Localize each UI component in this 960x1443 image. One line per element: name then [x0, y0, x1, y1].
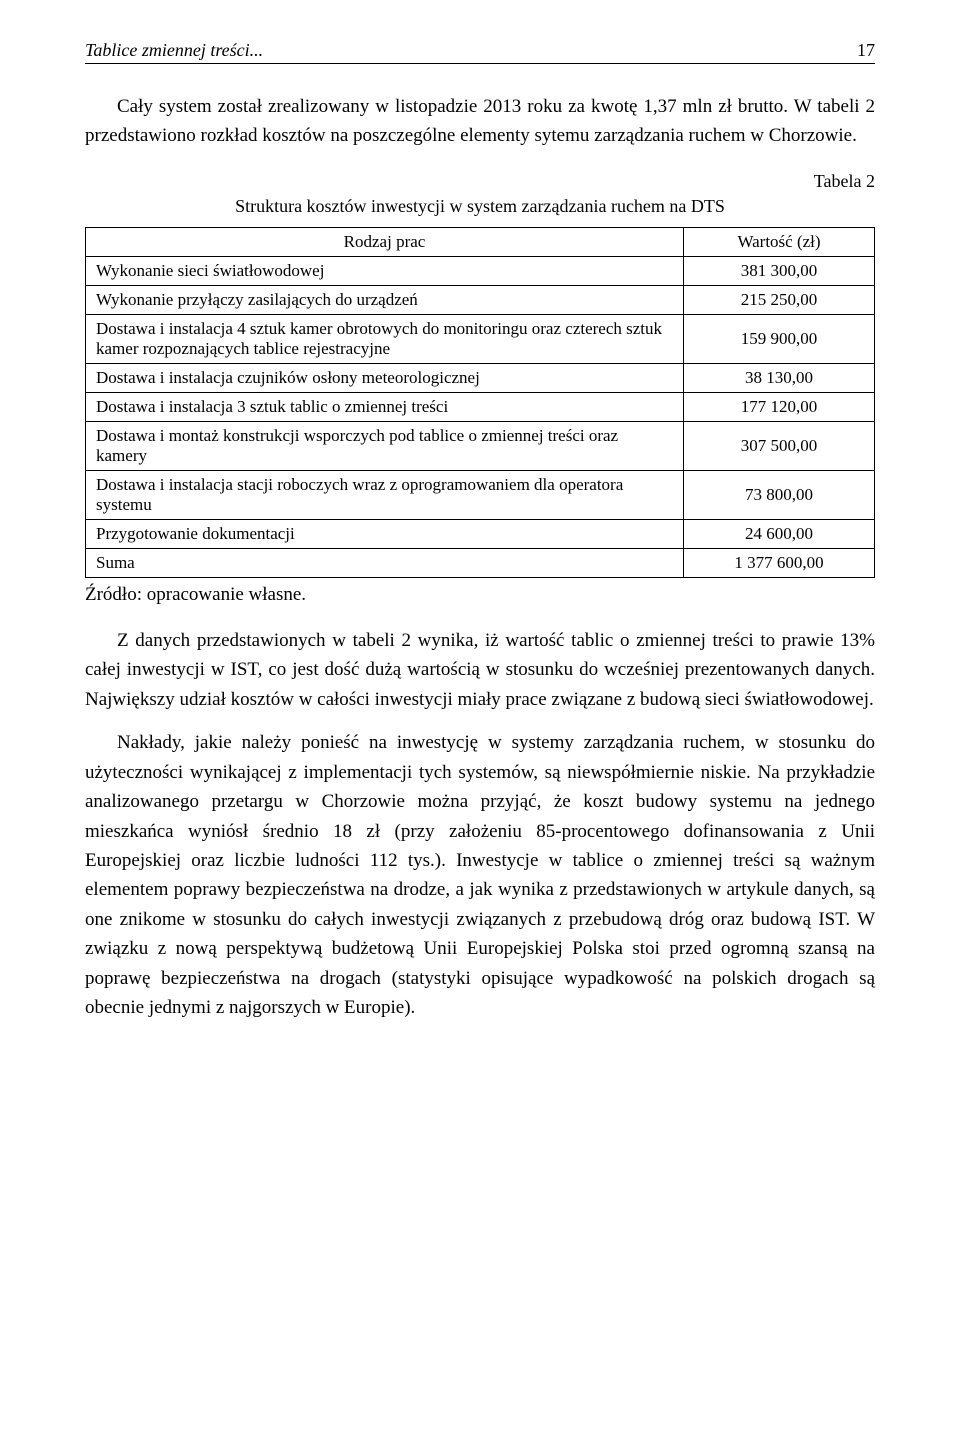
cell-desc: Dostawa i instalacja 4 sztuk kamer obrot… — [86, 314, 684, 363]
cell-desc: Wykonanie przyłączy zasilających do urzą… — [86, 285, 684, 314]
table-source: Źródło: opracowanie własne. — [85, 584, 875, 606]
cell-desc: Dostawa i instalacja stacji roboczych wr… — [86, 470, 684, 519]
running-header: Tablice zmiennej treści... 17 — [85, 40, 875, 64]
intro-paragraph: Cały system został zrealizowany w listop… — [85, 92, 875, 151]
cell-value: 177 120,00 — [684, 392, 875, 421]
cell-desc: Dostawa i montaż konstrukcji wsporczych … — [86, 421, 684, 470]
table-row: Przygotowanie dokumentacji 24 600,00 — [86, 519, 875, 548]
cell-value: 381 300,00 — [684, 256, 875, 285]
cost-table: Rodzaj prac Wartość (zł) Wykonanie sieci… — [85, 227, 875, 578]
table-header-row: Rodzaj prac Wartość (zł) — [86, 227, 875, 256]
page: Tablice zmiennej treści... 17 Cały syste… — [0, 0, 960, 1097]
table-row: Wykonanie przyłączy zasilających do urzą… — [86, 285, 875, 314]
table-label: Tabela 2 — [85, 171, 875, 192]
cell-value: 24 600,00 — [684, 519, 875, 548]
table-caption: Struktura kosztów inwestycji w system za… — [85, 196, 875, 217]
body-paragraph: Z danych przedstawionych w tabeli 2 wyni… — [85, 626, 875, 714]
table-row: Dostawa i instalacja czujników osłony me… — [86, 363, 875, 392]
table-row: Dostawa i instalacja stacji roboczych wr… — [86, 470, 875, 519]
table-row: Dostawa i montaż konstrukcji wsporczych … — [86, 421, 875, 470]
table-row-sum: Suma 1 377 600,00 — [86, 548, 875, 577]
cell-desc: Dostawa i instalacja czujników osłony me… — [86, 363, 684, 392]
header-page-number: 17 — [857, 40, 875, 61]
cell-desc: Dostawa i instalacja 3 sztuk tablic o zm… — [86, 392, 684, 421]
table-row: Wykonanie sieci światłowodowej 381 300,0… — [86, 256, 875, 285]
cell-value: 159 900,00 — [684, 314, 875, 363]
table-row: Dostawa i instalacja 3 sztuk tablic o zm… — [86, 392, 875, 421]
cell-value: 307 500,00 — [684, 421, 875, 470]
cell-desc: Przygotowanie dokumentacji — [86, 519, 684, 548]
col-header-value: Wartość (zł) — [684, 227, 875, 256]
body-paragraph: Nakłady, jakie należy ponieść na inwesty… — [85, 728, 875, 1022]
col-header-desc: Rodzaj prac — [86, 227, 684, 256]
cell-value: 215 250,00 — [684, 285, 875, 314]
table-row: Dostawa i instalacja 4 sztuk kamer obrot… — [86, 314, 875, 363]
cell-value: 38 130,00 — [684, 363, 875, 392]
cell-value: 1 377 600,00 — [684, 548, 875, 577]
cell-value: 73 800,00 — [684, 470, 875, 519]
cell-desc: Suma — [86, 548, 684, 577]
cell-desc: Wykonanie sieci światłowodowej — [86, 256, 684, 285]
header-title: Tablice zmiennej treści... — [85, 40, 263, 61]
